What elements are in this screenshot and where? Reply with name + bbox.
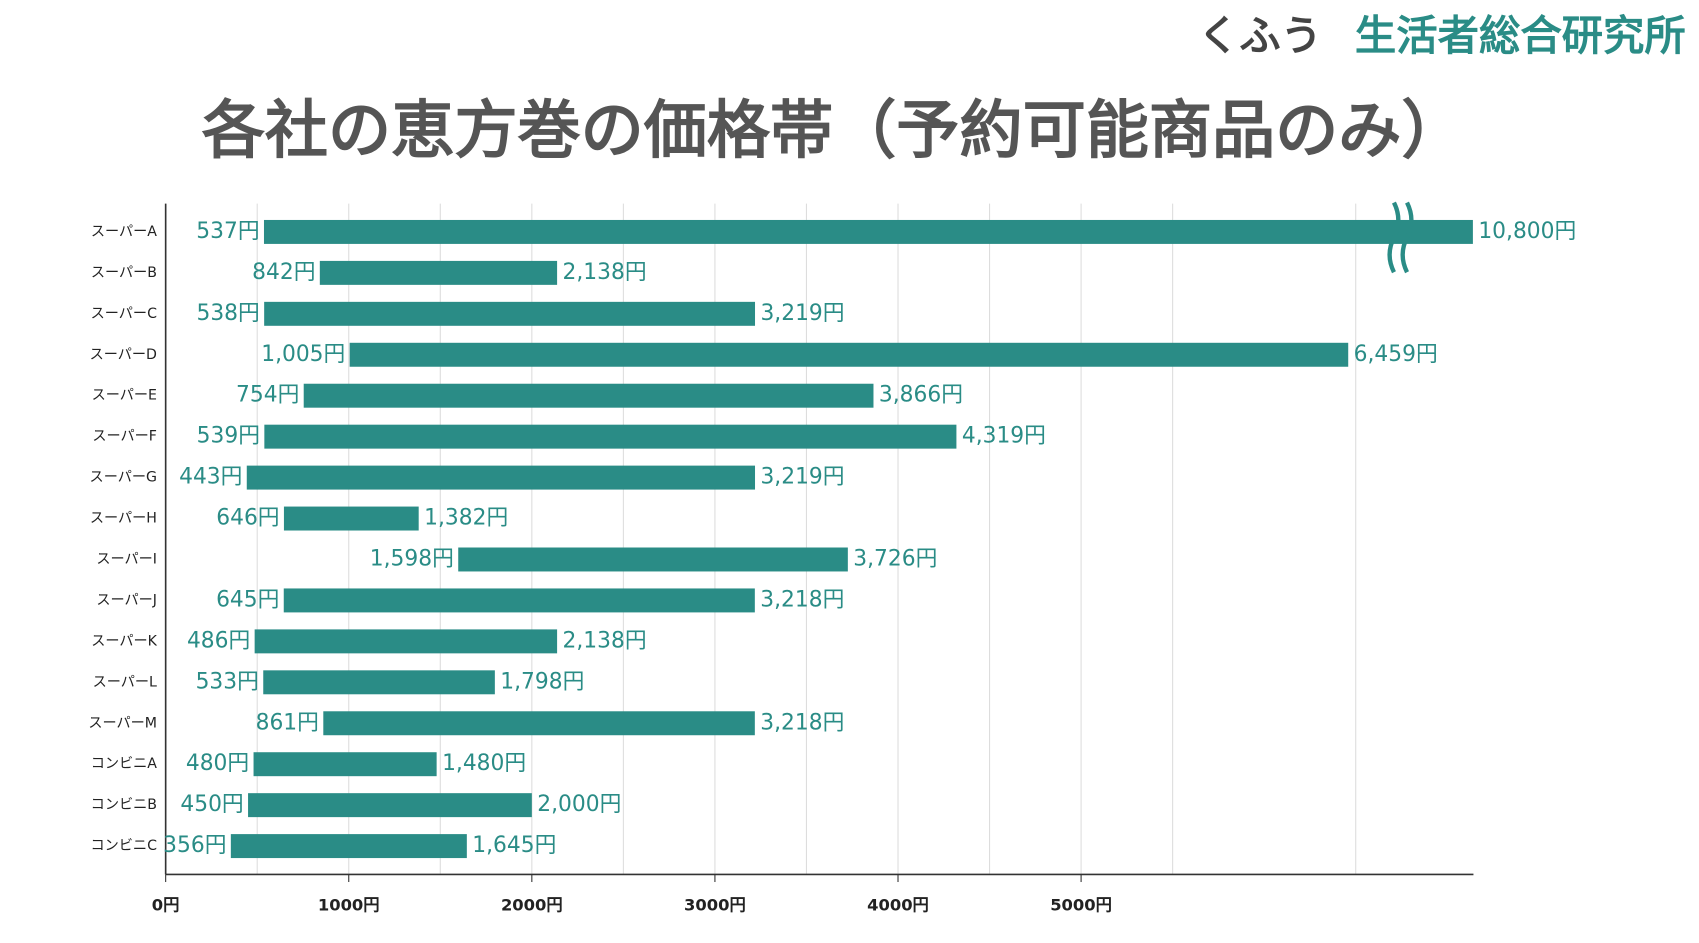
low-label: 1,598円 bbox=[370, 546, 454, 571]
category-label: コンビニC bbox=[91, 838, 158, 854]
bar bbox=[253, 752, 437, 777]
high-label: 3,219円 bbox=[760, 465, 844, 490]
category-label: コンビニB bbox=[91, 797, 157, 813]
bar bbox=[248, 793, 532, 818]
bar bbox=[319, 260, 558, 285]
brand-name: 生活者総合研究所 bbox=[1355, 12, 1686, 60]
category-label: スーパーJ bbox=[96, 592, 157, 608]
category-label: スーパーC bbox=[91, 306, 157, 322]
category-label: スーパーL bbox=[93, 674, 157, 690]
x-tick-label: 3000円 bbox=[684, 895, 746, 914]
low-label: 450円 bbox=[180, 792, 243, 817]
bar bbox=[349, 342, 1349, 367]
low-label: 646円 bbox=[216, 506, 279, 531]
axis-break bbox=[1400, 201, 1414, 274]
bar bbox=[458, 547, 848, 572]
bar bbox=[323, 711, 755, 736]
high-label: 3,866円 bbox=[879, 383, 963, 408]
category-label: スーパーA bbox=[91, 224, 157, 240]
high-label: 3,218円 bbox=[760, 710, 844, 735]
low-label: 480円 bbox=[186, 751, 249, 776]
low-label: 486円 bbox=[187, 628, 250, 653]
bar bbox=[283, 588, 755, 613]
bar bbox=[303, 383, 874, 408]
high-label: 6,459円 bbox=[1354, 342, 1438, 367]
chart-title: 各社の恵方巻の価格帯（予約可能商品のみ） bbox=[202, 93, 1465, 167]
bar bbox=[254, 629, 558, 654]
category-label: コンビニA bbox=[91, 756, 158, 772]
bar bbox=[264, 424, 957, 449]
bar bbox=[283, 506, 419, 531]
bar bbox=[230, 834, 467, 859]
low-label: 539円 bbox=[197, 424, 260, 449]
bar bbox=[246, 465, 756, 490]
low-label: 1,005円 bbox=[261, 342, 345, 367]
high-label: 4,319円 bbox=[962, 424, 1046, 449]
x-tick-label: 1000円 bbox=[318, 895, 380, 914]
axis-break bbox=[1387, 201, 1401, 274]
high-label: 3,218円 bbox=[760, 587, 844, 612]
high-label: 1,645円 bbox=[472, 833, 556, 858]
high-label: 1,382円 bbox=[424, 506, 508, 531]
low-label: 443円 bbox=[179, 465, 242, 490]
bar bbox=[263, 670, 495, 695]
x-tick-label: 0円 bbox=[152, 895, 180, 914]
category-label: スーパーM bbox=[88, 715, 157, 731]
bar bbox=[264, 301, 756, 326]
low-label: 842円 bbox=[252, 260, 315, 285]
low-label: 533円 bbox=[196, 669, 259, 694]
category-label: スーパーH bbox=[90, 511, 157, 527]
high-label: 2,000円 bbox=[537, 792, 621, 817]
category-label: スーパーG bbox=[90, 470, 157, 486]
low-label: 537円 bbox=[196, 219, 259, 244]
low-label: 861円 bbox=[256, 710, 319, 735]
category-label: スーパーD bbox=[90, 347, 157, 363]
category-label: スーパーK bbox=[91, 633, 157, 649]
high-label: 1,480円 bbox=[442, 751, 526, 776]
high-label: 2,138円 bbox=[563, 628, 647, 653]
x-tick-label: 2000円 bbox=[501, 895, 563, 914]
high-label: 3,726円 bbox=[853, 546, 937, 571]
low-label: 538円 bbox=[196, 301, 259, 326]
high-label: 10,800円 bbox=[1478, 219, 1576, 244]
category-label: スーパーB bbox=[91, 265, 157, 281]
category-label: スーパーI bbox=[96, 551, 157, 567]
category-label: スーパーF bbox=[92, 429, 157, 445]
low-label: 356円 bbox=[163, 833, 226, 858]
bars bbox=[230, 219, 1473, 859]
high-label: 2,138円 bbox=[563, 260, 647, 285]
high-label: 1,798円 bbox=[500, 669, 584, 694]
high-label: 3,219円 bbox=[760, 301, 844, 326]
category-label: スーパーE bbox=[92, 388, 157, 404]
x-tick-label: 5000円 bbox=[1050, 895, 1112, 914]
bar bbox=[263, 219, 1473, 244]
brand-prefix: くふう bbox=[1198, 12, 1322, 60]
low-label: 645円 bbox=[216, 587, 279, 612]
x-tick-label: 4000円 bbox=[867, 895, 929, 914]
low-label: 754円 bbox=[236, 383, 299, 408]
